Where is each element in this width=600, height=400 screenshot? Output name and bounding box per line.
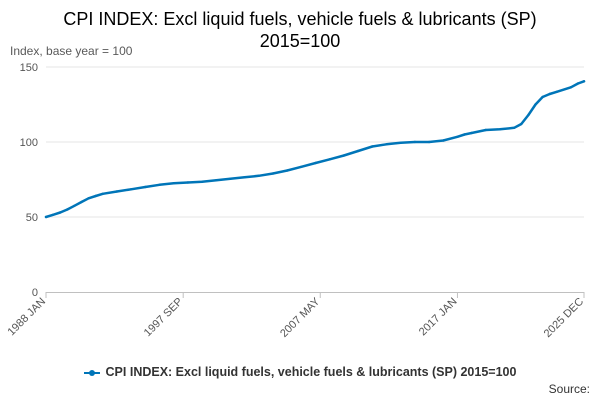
x-tick-label: 2007 MAY (278, 295, 323, 340)
data-point (442, 139, 445, 142)
data-point (371, 145, 374, 148)
data-point (520, 122, 523, 126)
data-point (470, 131, 473, 135)
data-point (513, 126, 516, 129)
data-point (229, 177, 232, 180)
data-point (73, 204, 76, 207)
data-point (548, 92, 551, 96)
data-point (300, 165, 303, 168)
series-line (44, 80, 586, 219)
data-point (144, 185, 147, 189)
data-point (87, 197, 90, 200)
data-point (576, 82, 580, 85)
data-point (314, 161, 317, 165)
source-label: Source: (548, 382, 590, 396)
data-point (555, 90, 558, 94)
data-point (463, 133, 466, 136)
data-point (342, 154, 346, 157)
x-tick-label: 2025 DEC (542, 296, 586, 340)
data-point (427, 140, 431, 144)
data-point (484, 128, 487, 132)
data-point (66, 208, 69, 211)
data-point (399, 141, 402, 144)
data-point (186, 181, 190, 184)
y-tick-label-150: 150 (20, 62, 38, 74)
data-point (534, 103, 537, 106)
data-point (286, 169, 289, 172)
data-point (215, 179, 218, 182)
legend-line-marker-icon (83, 368, 100, 378)
data-point (44, 215, 48, 219)
data-point (582, 80, 586, 83)
chart-title-line-1: CPI INDEX: Excl liquid fuels, vehicle fu… (63, 9, 537, 29)
chart-title: CPI INDEX: Excl liquid fuels, vehicle fu… (0, 8, 600, 52)
data-point (456, 135, 459, 138)
data-point (328, 158, 331, 161)
data-point (271, 172, 275, 175)
data-point (101, 192, 105, 195)
data-point (243, 176, 246, 179)
y-axis-label: Index, base year = 100 (10, 44, 133, 58)
data-point (94, 194, 97, 198)
data-point (129, 188, 133, 191)
y-tick-label-0: 0 (32, 287, 38, 299)
data-point (257, 174, 260, 177)
data-point (413, 140, 417, 144)
data-point (59, 211, 62, 214)
data-point (200, 180, 204, 183)
legend[interactable]: CPI INDEX: Excl liquid fuels, vehicle fu… (0, 365, 600, 379)
y-axis-ticks: 0 50 100 150 (20, 62, 38, 299)
data-point (80, 200, 83, 204)
data-point (498, 128, 502, 131)
data-point (172, 182, 175, 185)
data-point (51, 213, 55, 216)
data-point (385, 143, 388, 146)
data-point (527, 113, 530, 117)
x-tick-label: 1997 SEP (142, 296, 186, 340)
y-tick-label-50: 50 (26, 212, 38, 224)
y-tick-label-100: 100 (20, 137, 38, 149)
x-tick-label: 2017 JAN (417, 296, 460, 339)
series-group[interactable] (44, 80, 586, 219)
gridlines (46, 66, 584, 218)
x-axis: 1988 JAN 1997 SEP 2007 MAY 2017 JAN 2025 DEC (5, 292, 586, 340)
data-point (158, 183, 161, 186)
data-point (569, 86, 573, 89)
data-point (115, 190, 119, 193)
x-tick-label: 1988 JAN (5, 296, 48, 339)
data-point (356, 149, 360, 153)
data-point (541, 95, 544, 99)
legend-label: CPI INDEX: Excl liquid fuels, vehicle fu… (105, 365, 517, 379)
chart-title-line-2: 2015=100 (259, 31, 341, 51)
